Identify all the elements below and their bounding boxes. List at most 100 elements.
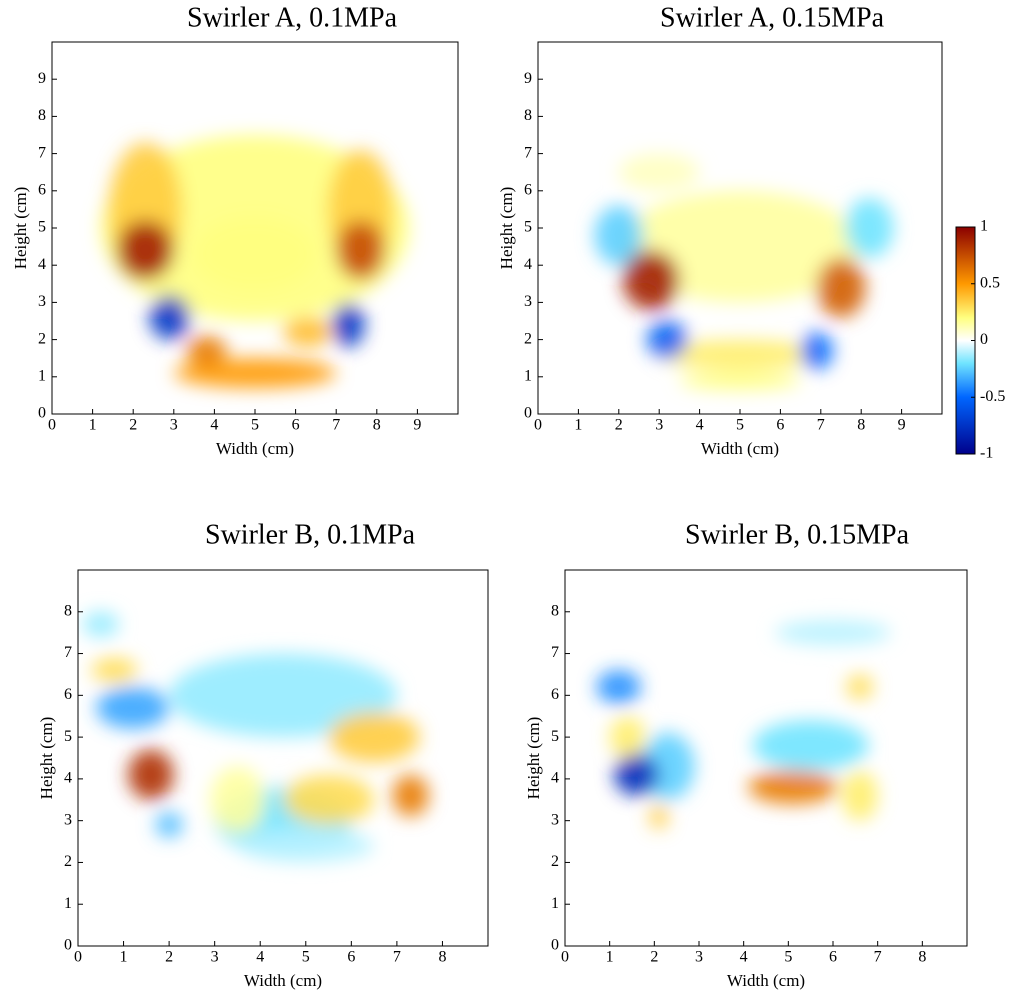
y-tick-label: 7 [64,644,72,661]
y-tick-label: 9 [38,70,46,87]
y-tick-label: 5 [551,728,559,745]
heat-blob [596,670,641,704]
heat-blob [91,657,138,683]
y-tick-label: 8 [551,602,559,619]
x-axis-label: Width (cm) [727,971,805,990]
heat-blob [816,257,866,318]
x-tick-label: 7 [874,949,882,966]
x-tick-label: 6 [829,949,837,966]
y-tick-label: 1 [38,367,46,384]
blob-layer [100,135,410,388]
y-tick-label: 7 [524,144,532,161]
heat-blob [748,770,838,804]
x-tick-label: 2 [165,949,173,966]
y-tick-label: 2 [38,330,46,347]
x-tick-label: 8 [373,417,381,434]
x-tick-label: 6 [347,949,355,966]
heat-blob [622,250,680,310]
heatmap-field [594,153,894,390]
x-tick-label: 3 [170,417,178,434]
x-tick-label: 1 [574,417,582,434]
y-tick-label: 1 [524,367,532,384]
y-tick-label: 4 [524,256,532,273]
x-tick-label: 5 [784,949,792,966]
heat-blob [210,766,265,834]
heat-blob [752,720,869,771]
y-tick-label: 7 [551,644,559,661]
colorbar: 1 0.5 0 -0.5 -1 [955,218,1005,462]
x-tick-label: 6 [292,417,300,434]
x-tick-label: 0 [561,949,569,966]
plot-frame [77,569,489,947]
heat-blob [173,358,337,388]
panel: 0 1 2 3 4 5 6 7 8 0 1 2 3 4 5 6 7 8 Swirler B, 0.1MPa Width… [37,519,489,990]
heat-blob [169,653,397,738]
x-tick-label: 5 [251,417,259,434]
x-tick-label: 2 [615,417,623,434]
heat-blob [149,294,191,340]
blob-layer [596,620,892,830]
heat-blob [328,712,420,763]
y-tick-label: 0 [38,405,46,422]
y-tick-label: 6 [64,686,72,703]
heat-blob [845,198,894,258]
x-tick-label: 1 [120,949,128,966]
panel: 0 1 2 3 4 5 6 7 8 9 0 1 2 3 4 5 6 7 8 9 Swirler A, 0.15MPa Wi… [497,2,943,458]
y-tick-label: 4 [64,770,72,787]
heat-blob [392,774,429,817]
y-tick-label: 4 [38,256,46,273]
y-tick-label: 0 [524,405,532,422]
x-tick-label: 0 [48,417,56,434]
heat-blob [237,829,375,863]
y-tick-label: 1 [551,895,559,912]
x-tick-label: 3 [655,417,663,434]
x-axis-label: Width (cm) [701,439,779,458]
y-tick-label: 7 [38,144,46,161]
y-tick-label: 1 [64,895,72,912]
heat-blob [647,321,688,359]
heat-blob [336,220,385,281]
y-tick-label: 2 [64,853,72,870]
heat-blob [659,339,821,370]
x-tick-label: 2 [650,949,658,966]
x-axis-label: Width (cm) [244,971,322,990]
y-tick-label: 8 [524,107,532,124]
y-axis-label: Height (cm) [11,187,30,270]
x-axis-label: Width (cm) [216,439,294,458]
y-tick-label: 0 [64,937,72,954]
y-axis-label: Height (cm) [37,717,56,800]
x-tick-label: 0 [74,949,82,966]
heatmap-field [100,135,410,388]
heat-blob [96,686,170,729]
heat-blob [594,205,644,266]
y-tick-label: 2 [551,853,559,870]
x-tick-label: 3 [211,949,219,966]
colorbar-tick-label: -1 [980,445,993,462]
x-tick-label: 6 [776,417,784,434]
y-tick-label: 5 [64,728,72,745]
heat-blob [609,716,646,758]
colorbar-tick-label: 0 [980,331,988,348]
heat-blob [283,317,333,348]
x-tick-label: 3 [695,949,703,966]
y-tick-label: 9 [524,70,532,87]
y-tick-label: 4 [551,770,559,787]
heat-blob [841,770,878,821]
blob-layer [82,611,429,863]
heat-blob [155,812,183,838]
y-tick-label: 6 [551,686,559,703]
x-tick-label: 7 [817,417,825,434]
heat-blob [846,674,874,700]
heat-blob [679,371,801,390]
heat-blob [185,335,227,366]
colorbar-tick-label: -0.5 [980,388,1005,405]
heat-blob [614,753,659,796]
y-tick-label: 6 [38,181,46,198]
y-tick-label: 8 [64,602,72,619]
y-tick-label: 3 [64,811,72,828]
x-tick-label: 1 [606,949,614,966]
panel: 0 1 2 3 4 5 6 7 8 9 0 1 2 3 4 5 6 7 8 9 Swirler A, 0.1MPa Wid… [11,2,459,458]
colorbar-tick-label: 0.5 [980,274,1000,291]
heat-blob [82,611,119,637]
x-tick-label: 0 [534,417,542,434]
